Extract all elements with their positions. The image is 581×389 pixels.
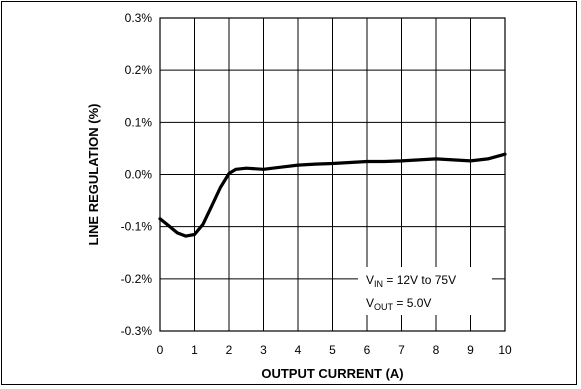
- x-tick-label: 6: [364, 343, 371, 357]
- x-axis-ticks: 0 1 2 3 4 5 6 7 8 9 10: [157, 343, 512, 357]
- annotation-vin: VIN = 12V to 75V: [366, 273, 456, 289]
- plot-area: [159, 17, 506, 332]
- annotation-background: [358, 267, 492, 315]
- x-tick-label: 10: [498, 343, 512, 357]
- x-tick-label: 0: [157, 343, 164, 357]
- y-tick-label: 0.2%: [125, 63, 153, 77]
- x-tick-label: 1: [191, 343, 198, 357]
- y-tick-label: 0.1%: [125, 115, 153, 129]
- series-line: [158, 152, 507, 238]
- x-tick-label: 7: [398, 343, 405, 357]
- x-tick-label: 5: [329, 343, 336, 357]
- x-tick-label: 2: [226, 343, 233, 357]
- x-tick-label: 4: [295, 343, 302, 357]
- line-regulation-chart: 0.3% 0.2% 0.1% 0.0% -0.1% -0.2% -0.3% 0 1 2 3 4 5 6 7…: [86, 11, 512, 381]
- x-tick-label: 9: [467, 343, 474, 357]
- x-axis-title: OUTPUT CURRENT (A): [261, 366, 403, 381]
- y-tick-label: 0.0%: [125, 168, 153, 182]
- y-axis-ticks: 0.3% 0.2% 0.1% 0.0% -0.1% -0.2% -0.3%: [121, 11, 153, 338]
- y-tick-label: 0.3%: [125, 11, 153, 25]
- chart-frame: 0.3% 0.2% 0.1% 0.0% -0.1% -0.2% -0.3% 0 1 2 3 4 5 6 7…: [1, 1, 577, 385]
- annotation-vout: VOUT = 5.0V: [366, 296, 431, 312]
- y-axis-title: LINE REGULATION (%): [86, 103, 101, 245]
- y-tick-label: -0.3%: [121, 324, 153, 338]
- x-tick-label: 8: [433, 343, 440, 357]
- y-tick-label: -0.1%: [121, 220, 153, 234]
- x-tick-label: 3: [260, 343, 267, 357]
- y-tick-label: -0.2%: [121, 272, 153, 286]
